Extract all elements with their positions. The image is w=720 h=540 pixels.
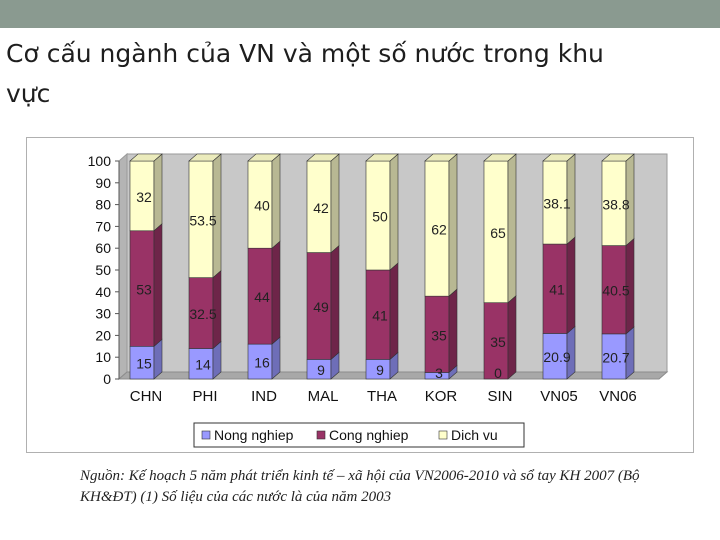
data-label: 38.1	[543, 196, 570, 212]
legend-swatch	[201, 430, 211, 440]
bar-top	[542, 153, 576, 162]
data-label: 20.9	[543, 349, 570, 365]
data-label: 0	[494, 365, 502, 381]
data-label: 53.5	[189, 212, 216, 228]
data-label: 14	[195, 357, 211, 373]
bar-segment	[306, 252, 332, 360]
bar-segment	[542, 160, 568, 245]
bar-segment-side	[153, 223, 163, 347]
bar-segment	[601, 245, 627, 335]
y-tick-label: 40	[95, 284, 111, 300]
y-tick-label: 60	[95, 240, 111, 256]
legend-label: Cong nghiep	[329, 427, 409, 443]
y-tick-label: 90	[95, 175, 111, 191]
y-tick-label: 100	[88, 153, 112, 169]
data-label: 41	[372, 308, 388, 324]
data-label: 35	[490, 334, 506, 350]
bar-segment-side	[271, 240, 281, 345]
x-tick-label: MAL	[308, 388, 339, 405]
data-label: 3	[435, 365, 443, 381]
bar-segment-side	[507, 295, 517, 380]
bar-segment-side	[566, 236, 576, 335]
y-tick-label: 70	[95, 218, 111, 234]
bar-segment-side	[448, 153, 458, 297]
data-label: 32.5	[189, 306, 216, 322]
bar-segment	[365, 160, 391, 271]
x-tick-label: KOR	[425, 388, 458, 405]
data-label: 50	[372, 209, 388, 225]
x-tick-label: VN05	[540, 388, 578, 405]
data-label: 20.7	[602, 349, 629, 365]
bar-top	[601, 153, 635, 162]
data-label: 53	[136, 282, 152, 298]
bar-segment	[483, 160, 509, 303]
data-label: 49	[313, 299, 329, 315]
legend-swatch	[438, 430, 448, 440]
bar-top	[306, 153, 340, 162]
bar-segment-side	[389, 262, 399, 361]
x-tick-label: PHI	[192, 388, 217, 405]
top-bar	[0, 0, 720, 28]
y-tick-label: 20	[95, 327, 111, 343]
data-label: 16	[254, 355, 270, 371]
y-tick-label: 10	[95, 349, 111, 365]
legend-label: Dich vu	[451, 427, 498, 443]
chart-frame: 0 10 20 30 40 50 60 70 80 90 100 15 53 32 CHN 14 32.5 53.…	[26, 137, 694, 453]
data-label: 35	[431, 327, 447, 343]
bar-segment-side	[271, 153, 281, 249]
stacked-bar-chart: 0102030405060708090100155332CHN1432.553.…	[88, 152, 669, 448]
bar-top	[365, 153, 399, 162]
data-label: 9	[317, 362, 325, 378]
data-label: 44	[254, 289, 270, 305]
data-label: 41	[549, 282, 565, 298]
x-tick-label: THA	[367, 388, 397, 405]
data-label: 15	[136, 356, 152, 372]
data-label: 40	[254, 198, 270, 214]
bar-segment	[306, 160, 332, 253]
bar-segment	[188, 277, 214, 349]
data-label: 40.5	[602, 283, 629, 299]
data-label: 9	[376, 362, 384, 378]
bar-top	[424, 153, 458, 162]
bar-top	[129, 153, 163, 162]
legend-box	[193, 422, 525, 448]
side-wall	[118, 152, 128, 381]
data-label: 38.8	[602, 196, 629, 212]
bar-segment-side	[330, 153, 340, 254]
bar-segment	[188, 160, 214, 278]
bar-segment-side	[448, 288, 458, 374]
slide-title: Cơ cấu ngành của VN và một số nước trong…	[6, 39, 604, 108]
data-label: 32	[136, 189, 152, 205]
data-label: 62	[431, 222, 447, 238]
data-label: 42	[313, 200, 329, 216]
bar-segment-side	[507, 153, 517, 304]
bar-segment-side	[389, 153, 399, 271]
data-label: 65	[490, 225, 506, 241]
bar-segment	[129, 230, 155, 347]
x-tick-label: IND	[251, 388, 277, 405]
x-tick-label: VN06	[599, 388, 637, 405]
y-tick-label: 0	[103, 371, 111, 387]
source-note: Nguồn: Kế hoạch 5 năm phát triển kinh tế…	[80, 468, 640, 505]
bar-segment-side	[330, 244, 340, 361]
y-tick-label: 80	[95, 197, 111, 213]
bar-segment	[601, 160, 627, 246]
y-tick-label: 30	[95, 306, 111, 322]
y-tick-label: 50	[95, 262, 111, 278]
legend-label: Nong nghiep	[214, 427, 294, 443]
bar-top	[188, 153, 222, 162]
bar-segment	[188, 348, 214, 380]
bar-segment-side	[153, 153, 163, 232]
bar-segment	[129, 346, 155, 380]
bar-segment	[365, 269, 391, 360]
x-tick-label: SIN	[487, 388, 512, 405]
bar-top	[483, 153, 517, 162]
bar-top	[247, 153, 281, 162]
legend-swatch	[316, 430, 326, 440]
bar-segment	[483, 302, 509, 380]
bar-segment	[601, 333, 627, 380]
x-tick-label: CHN	[130, 388, 163, 405]
bar-segment	[129, 160, 155, 232]
